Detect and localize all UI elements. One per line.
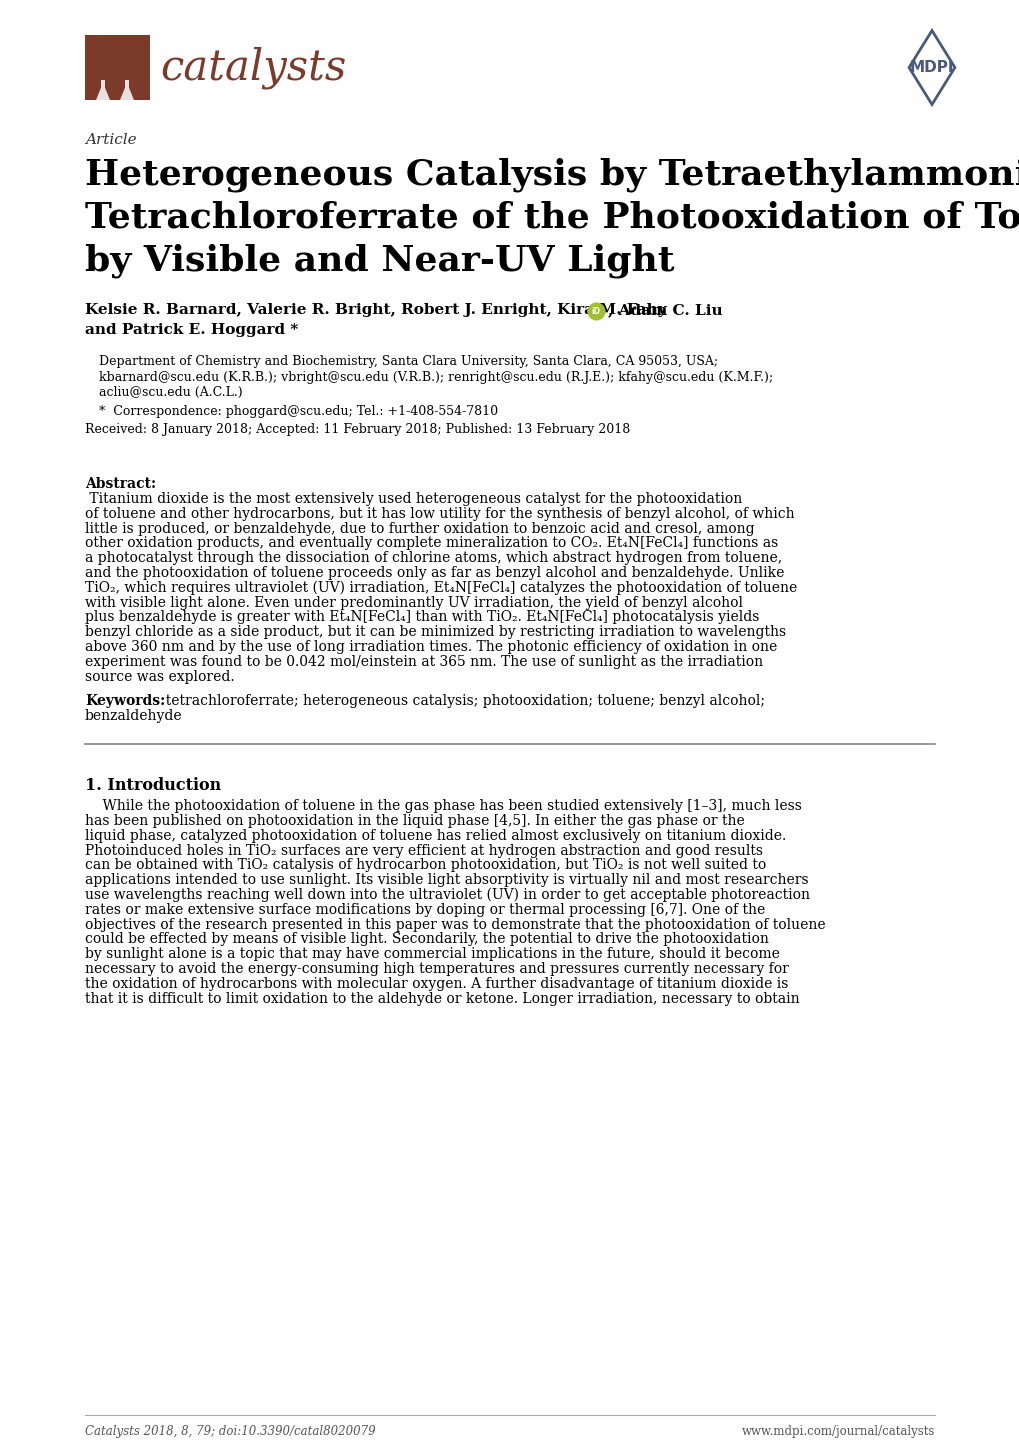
Text: and the photooxidation of toluene proceeds only as far as benzyl alcohol and ben: and the photooxidation of toluene procee…: [85, 567, 784, 580]
Polygon shape: [119, 88, 135, 101]
Text: MDPI: MDPI: [909, 61, 954, 75]
Text: objectives of the research presented in this paper was to demonstrate that the p: objectives of the research presented in …: [85, 917, 824, 932]
Text: has been published on photooxidation in the liquid phase [4,5]. In either the ga: has been published on photooxidation in …: [85, 813, 744, 828]
Text: , Adam C. Liu: , Adam C. Liu: [607, 303, 721, 317]
Text: Received: 8 January 2018; Accepted: 11 February 2018; Published: 13 February 201: Received: 8 January 2018; Accepted: 11 F…: [85, 424, 630, 437]
Text: the oxidation of hydrocarbons with molecular oxygen. A further disadvantage of t: the oxidation of hydrocarbons with molec…: [85, 976, 788, 991]
Bar: [124, 79, 129, 88]
Text: Titanium dioxide is the most extensively used heterogeneous catalyst for the pho: Titanium dioxide is the most extensively…: [85, 492, 742, 506]
Text: necessary to avoid the energy-consuming high temperatures and pressures currentl: necessary to avoid the energy-consuming …: [85, 962, 788, 976]
Text: benzaldehyde: benzaldehyde: [85, 709, 182, 724]
Text: with visible light alone. Even under predominantly UV irradiation, the yield of : with visible light alone. Even under pre…: [85, 596, 742, 610]
Polygon shape: [95, 88, 110, 101]
Text: by sunlight alone is a topic that may have commercial implications in the future: by sunlight alone is a topic that may ha…: [85, 947, 780, 962]
Text: tetrachloroferrate; heterogeneous catalysis; photooxidation; toluene; benzyl alc: tetrachloroferrate; heterogeneous cataly…: [157, 695, 764, 708]
Text: iD: iD: [591, 307, 600, 316]
Text: 1. Introduction: 1. Introduction: [85, 777, 221, 795]
Text: and Patrick E. Hoggard *: and Patrick E. Hoggard *: [85, 323, 298, 337]
Text: acliu@scu.edu (A.C.L.): acliu@scu.edu (A.C.L.): [99, 386, 243, 399]
Text: of toluene and other hydrocarbons, but it has low utility for the synthesis of b: of toluene and other hydrocarbons, but i…: [85, 506, 794, 521]
Text: by Visible and Near-UV Light: by Visible and Near-UV Light: [85, 244, 674, 278]
Bar: [85, 35, 150, 99]
Text: Keywords:: Keywords:: [85, 695, 165, 708]
Text: liquid phase, catalyzed photooxidation of toluene has relied almost exclusively : liquid phase, catalyzed photooxidation o…: [85, 829, 786, 842]
Bar: [101, 79, 105, 88]
Text: use wavelengths reaching well down into the ultraviolet (UV) in order to get acc: use wavelengths reaching well down into …: [85, 888, 809, 903]
Text: Photoinduced holes in TiO₂ surfaces are very efficient at hydrogen abstraction a: Photoinduced holes in TiO₂ surfaces are …: [85, 844, 762, 858]
Text: Heterogeneous Catalysis by Tetraethylammonium: Heterogeneous Catalysis by Tetraethylamm…: [85, 159, 1019, 192]
Text: catalysts: catalysts: [160, 46, 345, 89]
Text: rates or make extensive surface modifications by doping or thermal processing [6: rates or make extensive surface modifica…: [85, 903, 764, 917]
Text: applications intended to use sunlight. Its visible light absorptivity is virtual: applications intended to use sunlight. I…: [85, 874, 808, 887]
Text: can be obtained with TiO₂ catalysis of hydrocarbon photooxidation, but TiO₂ is n: can be obtained with TiO₂ catalysis of h…: [85, 858, 765, 872]
Text: kbarnard@scu.edu (K.R.B.); vbright@scu.edu (V.R.B.); renright@scu.edu (R.J.E.); : kbarnard@scu.edu (K.R.B.); vbright@scu.e…: [99, 371, 772, 384]
Text: Article: Article: [85, 133, 137, 147]
Text: *  Correspondence: phoggard@scu.edu; Tel.: +1-408-554-7810: * Correspondence: phoggard@scu.edu; Tel.…: [99, 405, 497, 418]
Text: a photocatalyst through the dissociation of chlorine atoms, which abstract hydro: a photocatalyst through the dissociation…: [85, 551, 782, 565]
Text: Catalysts 2018, 8, 79; doi:10.3390/catal8020079: Catalysts 2018, 8, 79; doi:10.3390/catal…: [85, 1425, 375, 1438]
Text: Tetrachloroferrate of the Photooxidation of Toluene: Tetrachloroferrate of the Photooxidation…: [85, 200, 1019, 235]
Text: While the photooxidation of toluene in the gas phase has been studied extensivel: While the photooxidation of toluene in t…: [85, 799, 801, 813]
Text: benzyl chloride as a side product, but it can be minimized by restricting irradi: benzyl chloride as a side product, but i…: [85, 626, 786, 639]
Text: source was explored.: source was explored.: [85, 669, 234, 684]
Text: that it is difficult to limit oxidation to the aldehyde or ketone. Longer irradi: that it is difficult to limit oxidation …: [85, 992, 799, 1005]
Text: Department of Chemistry and Biochemistry, Santa Clara University, Santa Clara, C: Department of Chemistry and Biochemistry…: [99, 355, 717, 368]
Text: experiment was found to be 0.042 mol/einstein at 365 nm. The use of sunlight as : experiment was found to be 0.042 mol/ein…: [85, 655, 762, 669]
Text: TiO₂, which requires ultraviolet (UV) irradiation, Et₄N[FeCl₄] catalyzes the pho: TiO₂, which requires ultraviolet (UV) ir…: [85, 581, 797, 596]
Text: little is produced, or benzaldehyde, due to further oxidation to benzoic acid an: little is produced, or benzaldehyde, due…: [85, 522, 754, 535]
Text: could be effected by means of visible light. Secondarily, the potential to drive: could be effected by means of visible li…: [85, 933, 768, 946]
Text: Kelsie R. Barnard, Valerie R. Bright, Robert J. Enright, Kira M. Fahy: Kelsie R. Barnard, Valerie R. Bright, Ro…: [85, 303, 666, 317]
Text: Abstract:: Abstract:: [85, 477, 156, 490]
Text: plus benzaldehyde is greater with Et₄N[FeCl₄] than with TiO₂. Et₄N[FeCl₄] photoc: plus benzaldehyde is greater with Et₄N[F…: [85, 610, 758, 624]
Text: above 360 nm and by the use of long irradiation times. The photonic efficiency o: above 360 nm and by the use of long irra…: [85, 640, 776, 655]
Text: www.mdpi.com/journal/catalysts: www.mdpi.com/journal/catalysts: [741, 1425, 934, 1438]
Text: other oxidation products, and eventually complete mineralization to CO₂. Et₄N[Fe: other oxidation products, and eventually…: [85, 536, 777, 551]
